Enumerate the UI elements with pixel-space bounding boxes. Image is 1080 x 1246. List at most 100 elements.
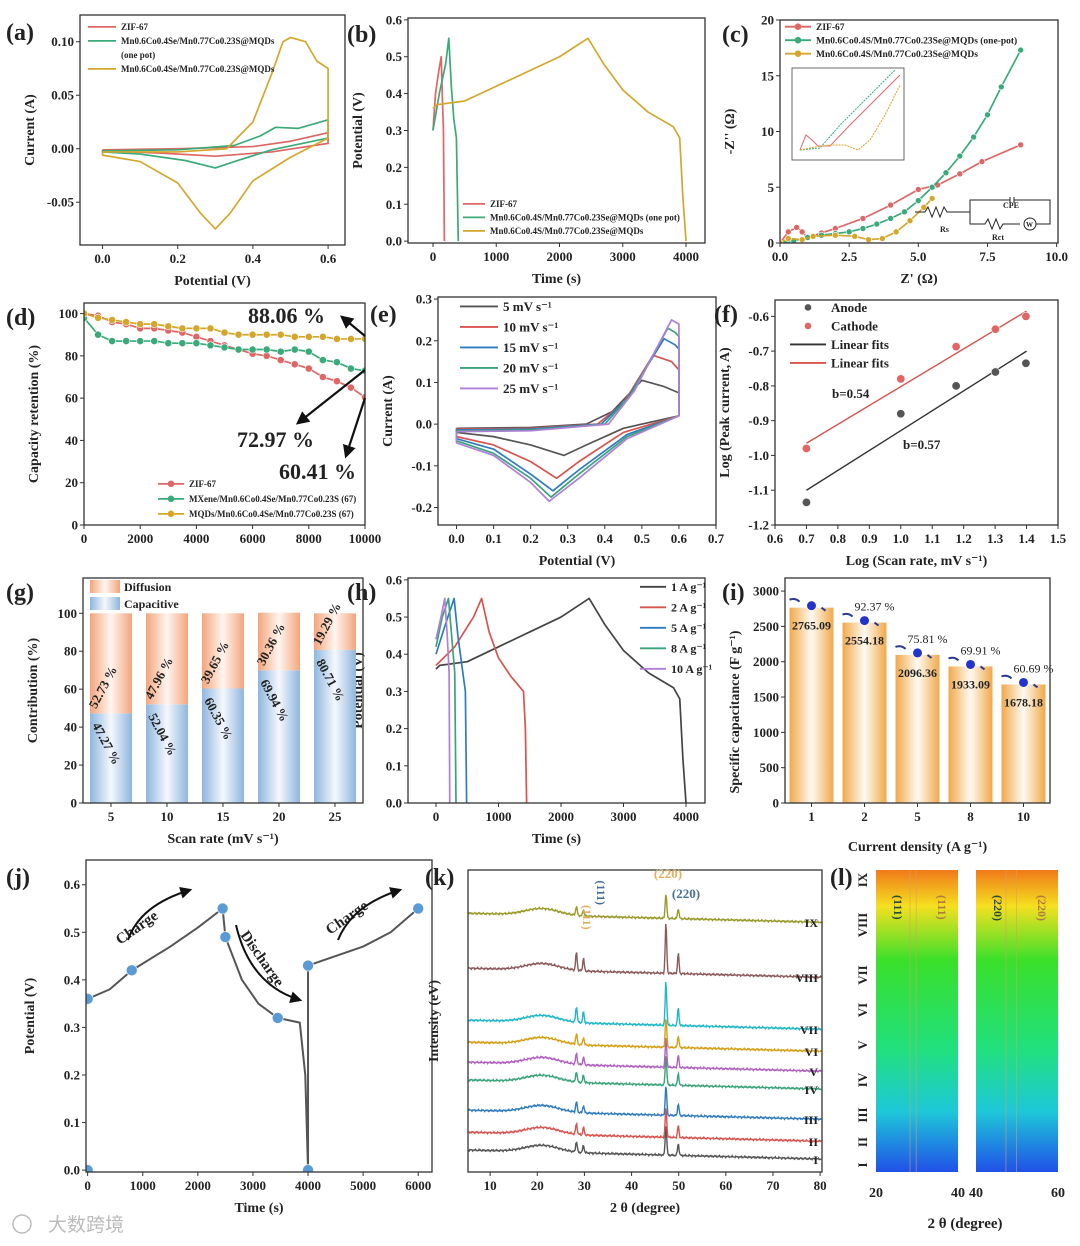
series-line [455, 337, 680, 492]
data-point [951, 342, 961, 352]
series-line [432, 37, 460, 242]
row-label: I [855, 1162, 870, 1167]
row-label: VII [855, 965, 870, 985]
data-point [318, 332, 327, 341]
x-tick-label: 0.0 [772, 249, 788, 264]
xrd-trace [468, 923, 822, 980]
y-tick-label: 1000 [753, 725, 779, 740]
retention-annotation: 60.41 % [279, 459, 356, 484]
x-tick-label: 1000 [130, 1178, 156, 1193]
x-tick-label: 2000 [547, 249, 573, 264]
series-line [432, 55, 446, 242]
data-point [801, 497, 811, 507]
retention-dash [1001, 674, 1039, 689]
data-point [942, 169, 950, 177]
legend-swatch-capacitive [90, 597, 120, 610]
x-tick-label: 25 [329, 809, 343, 824]
x-tick-label: 10000 [349, 531, 382, 546]
xrd-trace [468, 1019, 822, 1054]
slope-annotation: b=0.54 [832, 386, 870, 401]
x-tick-label: 0.9 [861, 531, 878, 546]
bar-value-label: 1933.09 [951, 677, 990, 691]
trace-label: IX [805, 916, 819, 930]
plot-area [468, 894, 822, 1162]
x-tick-label: 3000 [240, 1178, 266, 1193]
plot-area [101, 36, 329, 230]
data-point [990, 367, 1000, 377]
legend-note: (one pot) [121, 50, 155, 60]
circuit-label-rs: Rs [940, 225, 949, 234]
xrd-trace [468, 1056, 822, 1092]
x-tick-label: 1.4 [1018, 531, 1035, 546]
bar [789, 607, 834, 803]
xrd-trace [468, 894, 822, 925]
data-point [178, 324, 187, 333]
x-tick-label: 0.6 [767, 531, 784, 546]
data-point [784, 228, 792, 236]
charge-annotation: Charge [113, 908, 161, 949]
retention-label: 60.69 % [1014, 661, 1054, 675]
y-tick-label: 2000 [753, 654, 779, 669]
y-axis-label: -Z'' (Ω) [723, 108, 738, 154]
x-tick-label: 0 [430, 249, 437, 264]
bar-capacitive [146, 704, 188, 803]
circuit-label-rct: Rct [992, 233, 1004, 242]
x-tick-label: 0.3 [560, 531, 577, 546]
panel-label: (c) [722, 22, 749, 48]
retention-marker [966, 659, 975, 669]
x-tick-label: 2000 [127, 531, 153, 546]
data-point [990, 324, 1000, 334]
data-point [906, 217, 914, 224]
y-tick-label: 40 [65, 433, 78, 448]
slope-annotation: b=0.57 [903, 437, 941, 452]
x-tick-label: 0.6 [320, 251, 337, 266]
y-tick-label: 0.4 [64, 972, 81, 987]
x-tick-label: 0 [84, 1178, 91, 1193]
plot-frame [467, 869, 823, 1173]
bar-value-label: 1678.18 [1004, 695, 1043, 709]
x-tick-label: 40 [969, 1186, 983, 1201]
y-tick-label: 0.0 [64, 1163, 80, 1178]
y-tick-label: 0.1 [386, 758, 402, 773]
y-tick-label: 0.0 [386, 796, 402, 811]
xrd-trace [468, 1086, 822, 1122]
data-point [984, 111, 991, 119]
x-axis-label: Current density (A g⁻¹) [848, 840, 988, 855]
xrd-trace [468, 981, 822, 1032]
bar [842, 622, 887, 803]
y-tick-label: 0 [71, 796, 78, 811]
x-tick-label: 1000 [483, 249, 509, 264]
x-tick-label: 2 [861, 809, 868, 824]
panel-j: (j) 0 1000 2000 3000 4000 5000 6000 0.0 0.1 0.2 0.3… [6, 859, 433, 1216]
peak-label: (220) [991, 895, 1005, 921]
data-point [845, 228, 853, 236]
peak-label: (220) [654, 866, 682, 881]
watermark-logo-icon [12, 1214, 32, 1234]
data-point [290, 332, 299, 341]
row-label: V [855, 1040, 870, 1050]
y-tick-label: 0.1 [64, 1115, 80, 1130]
x-tick-label: 2000 [185, 1178, 211, 1193]
plot-area [90, 612, 356, 803]
data-point [1017, 46, 1024, 54]
retention-annotation: 88.06 % [248, 303, 325, 328]
y-tick-label: -1.1 [748, 483, 769, 498]
data-point [873, 220, 881, 228]
x-tick-label: 0.7 [798, 531, 815, 546]
y-tick-label: 0.5 [64, 925, 81, 940]
plot-area [432, 37, 687, 242]
y-tick-label: 60 [64, 682, 77, 697]
series-line [455, 327, 680, 498]
plot-frame [774, 299, 1059, 526]
row-label: II [855, 1137, 870, 1147]
x-tick-label: 5000 [350, 1178, 376, 1193]
series-line [435, 597, 528, 803]
x-tick-label: 1.2 [956, 531, 972, 546]
heatmap-strip [976, 870, 1058, 1172]
data-point [94, 313, 102, 322]
charge-arrow [127, 887, 193, 941]
x-tick-label: 0.4 [245, 251, 262, 266]
data-point [290, 360, 299, 369]
x-tick-label: 70 [766, 1178, 779, 1193]
plot-area [780, 46, 1024, 243]
